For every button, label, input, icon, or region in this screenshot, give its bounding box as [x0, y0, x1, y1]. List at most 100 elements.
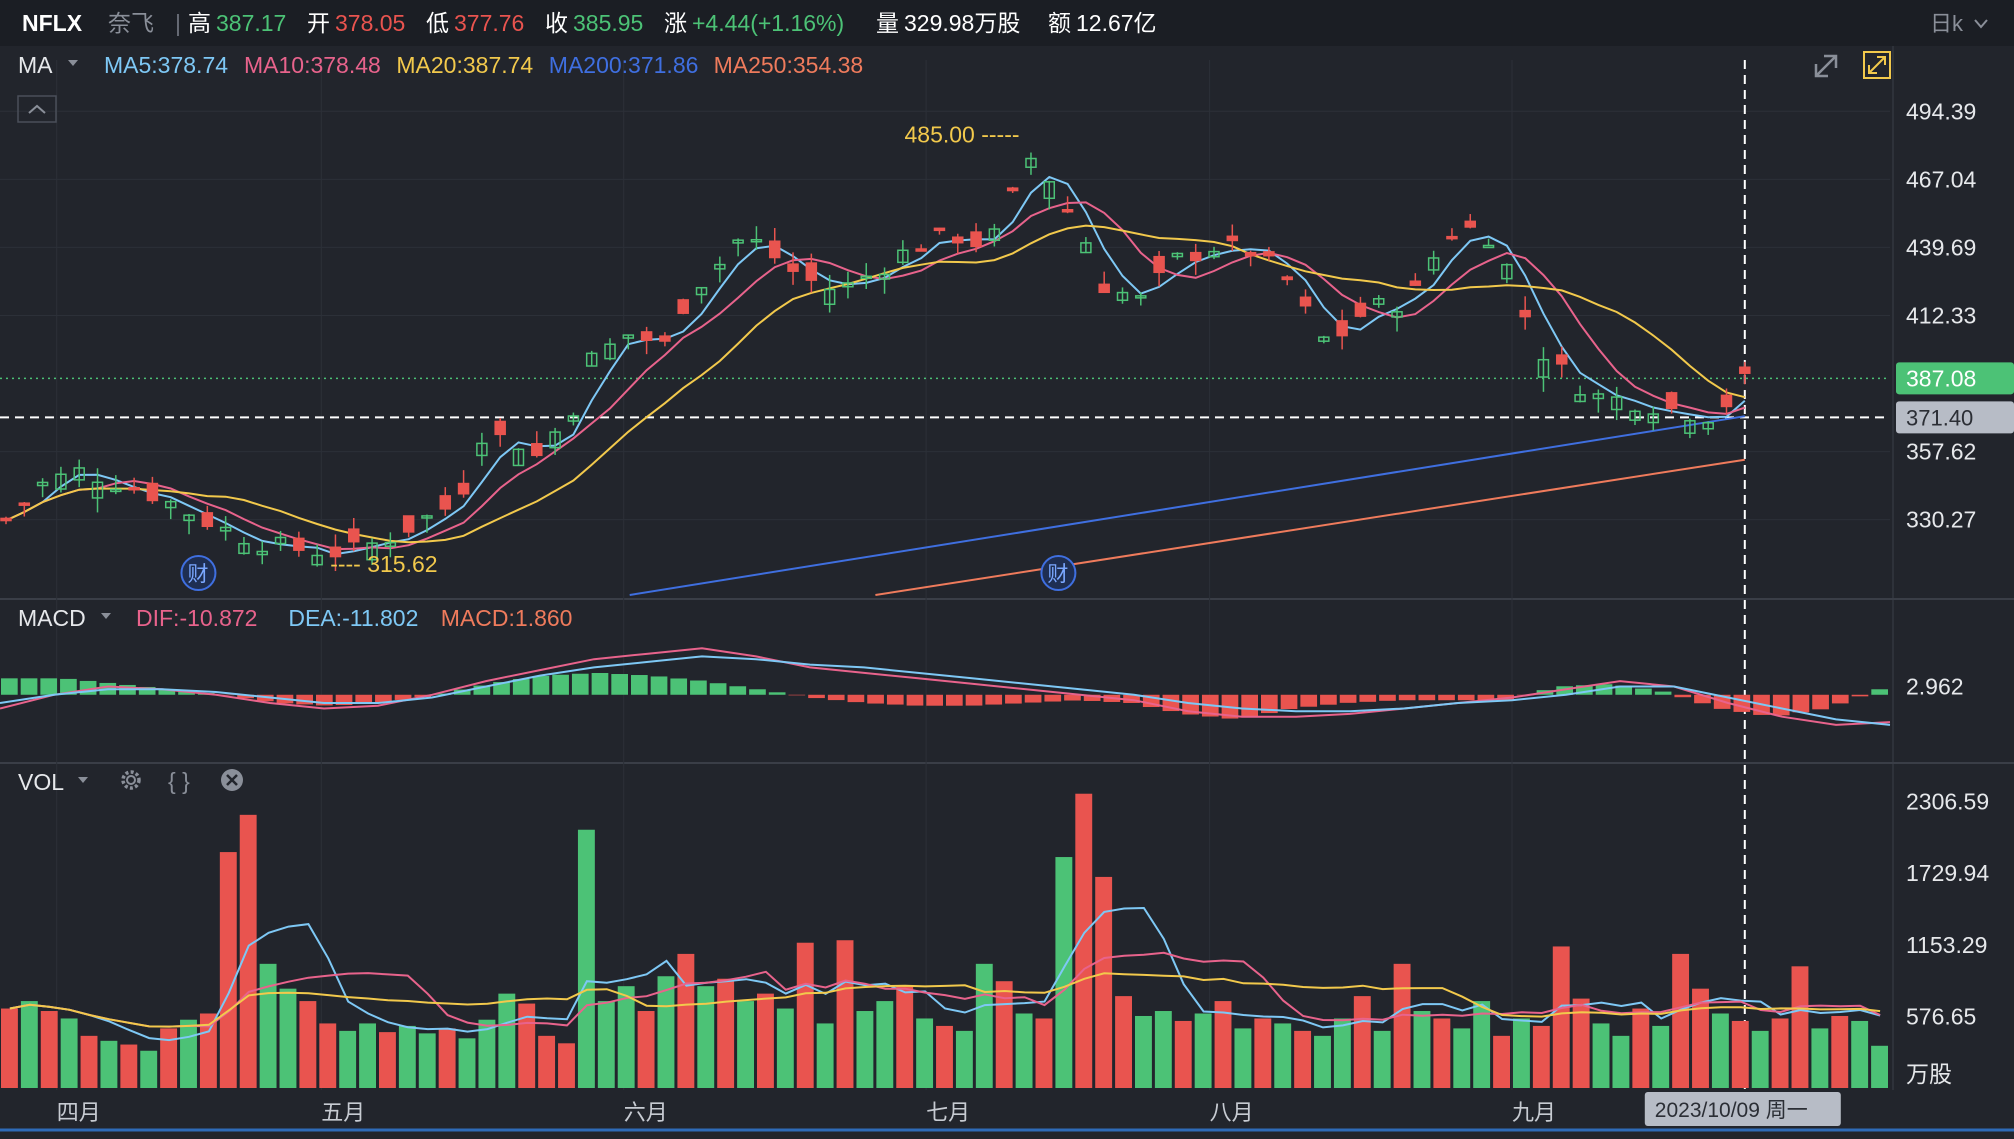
legend-item-2: MA20:387.74 [396, 52, 533, 78]
candle-down [1465, 221, 1475, 227]
volume-tick-label: 576.65 [1906, 1003, 1976, 1029]
macd-histogram-bar [1320, 695, 1337, 705]
candle-down [349, 529, 359, 542]
volume-bar [558, 1043, 575, 1088]
legend-item-0: DIF:-10.872 [136, 605, 257, 631]
volume-bar [1533, 1026, 1550, 1088]
volume-bar [1772, 1018, 1789, 1088]
volume-bar [299, 1001, 316, 1088]
volume-bar [1, 1009, 18, 1088]
candle-down [1301, 297, 1311, 305]
volume-bar [1314, 1036, 1331, 1088]
candle-down [1191, 253, 1201, 261]
volume-tick-label: 1153.29 [1906, 932, 1987, 958]
candle-down [1008, 188, 1018, 190]
close-value: 385.95 [573, 10, 643, 36]
volume-bar [1016, 1014, 1033, 1089]
candle-down [1410, 281, 1420, 285]
macd-histogram-bar [1635, 689, 1652, 695]
volume-bar [1135, 1016, 1152, 1088]
ma-indicator-title[interactable]: MA [18, 52, 53, 78]
candle-down [1721, 395, 1731, 406]
macd-histogram-bar [1300, 695, 1317, 707]
macd-histogram-bar [670, 678, 687, 694]
macd-histogram-bar [1438, 695, 1455, 700]
macd-histogram-bar [789, 695, 806, 696]
volume-bar [1513, 1018, 1530, 1088]
price-tick-label: 330.27 [1906, 507, 1976, 533]
volume-bar [220, 852, 237, 1088]
volume-bar [260, 964, 277, 1088]
candle-down [532, 444, 542, 456]
macd-histogram-bar [1, 678, 18, 694]
volume-bar [1055, 857, 1072, 1088]
price-annotation: 485.00 ----- [905, 122, 1020, 148]
macd-histogram-bar [848, 695, 865, 702]
volume-unit-label: 万股 [1906, 1061, 1952, 1087]
code-braces-icon[interactable]: { } [168, 768, 190, 794]
volume-bar [1632, 1009, 1649, 1088]
volume-bar [41, 1011, 58, 1088]
crosshair-date-label: 2023/10/09 周一 [1655, 1099, 1808, 1122]
macd-histogram-bar [749, 689, 766, 694]
volume-bar [876, 1001, 893, 1088]
volume-bar [240, 815, 257, 1088]
volume-bar [1593, 1023, 1610, 1088]
macd-histogram-bar [769, 692, 786, 694]
macd-histogram-bar [21, 678, 38, 694]
price-tick-label: 439.69 [1906, 234, 1976, 260]
macd-histogram-bar [1458, 695, 1475, 700]
macd-histogram-bar [1852, 695, 1869, 697]
volume-bar [638, 1011, 655, 1088]
vol-indicator-title[interactable]: VOL [18, 769, 64, 795]
candle-down [953, 237, 963, 242]
open-value: 378.05 [335, 10, 405, 36]
volume-bar [120, 1045, 137, 1088]
volume-bar [280, 989, 297, 1088]
macd-histogram-bar [1379, 695, 1396, 701]
volume-bar [81, 1036, 98, 1088]
macd-histogram-bar [907, 695, 924, 706]
volume-value: 329.98万股 [904, 10, 1020, 36]
macd-histogram-bar [1812, 695, 1829, 710]
volume-bar [817, 1023, 834, 1088]
legend-item-4: MA250:354.38 [714, 52, 864, 78]
candle-down [147, 484, 157, 501]
volume-bar [319, 1023, 336, 1088]
company-name: 奈飞 [108, 10, 154, 36]
volume-bar [419, 1033, 436, 1088]
close-icon[interactable] [221, 769, 243, 791]
candle-down [1, 518, 11, 520]
candle-down [1246, 253, 1256, 256]
volume-bar [1453, 1028, 1470, 1088]
candle-down [934, 228, 944, 230]
candle-down [1667, 393, 1677, 408]
macd-indicator-title[interactable]: MACD [18, 605, 86, 631]
current-price-label: 387.08 [1906, 365, 1976, 391]
volume-bar [498, 994, 515, 1088]
macd-histogram-bar [1044, 695, 1061, 702]
candle-down [495, 421, 505, 434]
volume-label: 量 [876, 10, 899, 36]
amount-label: 额 [1048, 10, 1071, 36]
volume-bar [956, 1031, 973, 1088]
macd-histogram-bar [1419, 695, 1436, 700]
macd-histogram-bar [985, 695, 1002, 705]
volume-bar [1075, 794, 1092, 1088]
macd-histogram-bar [828, 695, 845, 700]
candle-down [129, 488, 139, 490]
period-selector[interactable]: 日k [1930, 11, 1964, 36]
volume-bar [618, 986, 635, 1088]
macd-histogram-bar [1793, 695, 1810, 713]
earnings-marker-label: 财 [187, 563, 208, 586]
macd-histogram-bar [1871, 689, 1888, 694]
candle-down [404, 516, 414, 532]
volume-bar [1831, 1016, 1848, 1088]
earnings-marker-label: 财 [1047, 563, 1068, 586]
volume-bar [538, 1036, 555, 1088]
macd-histogram-bar [572, 674, 589, 695]
candle-down [660, 336, 670, 341]
month-label: 五月 [321, 1100, 365, 1125]
